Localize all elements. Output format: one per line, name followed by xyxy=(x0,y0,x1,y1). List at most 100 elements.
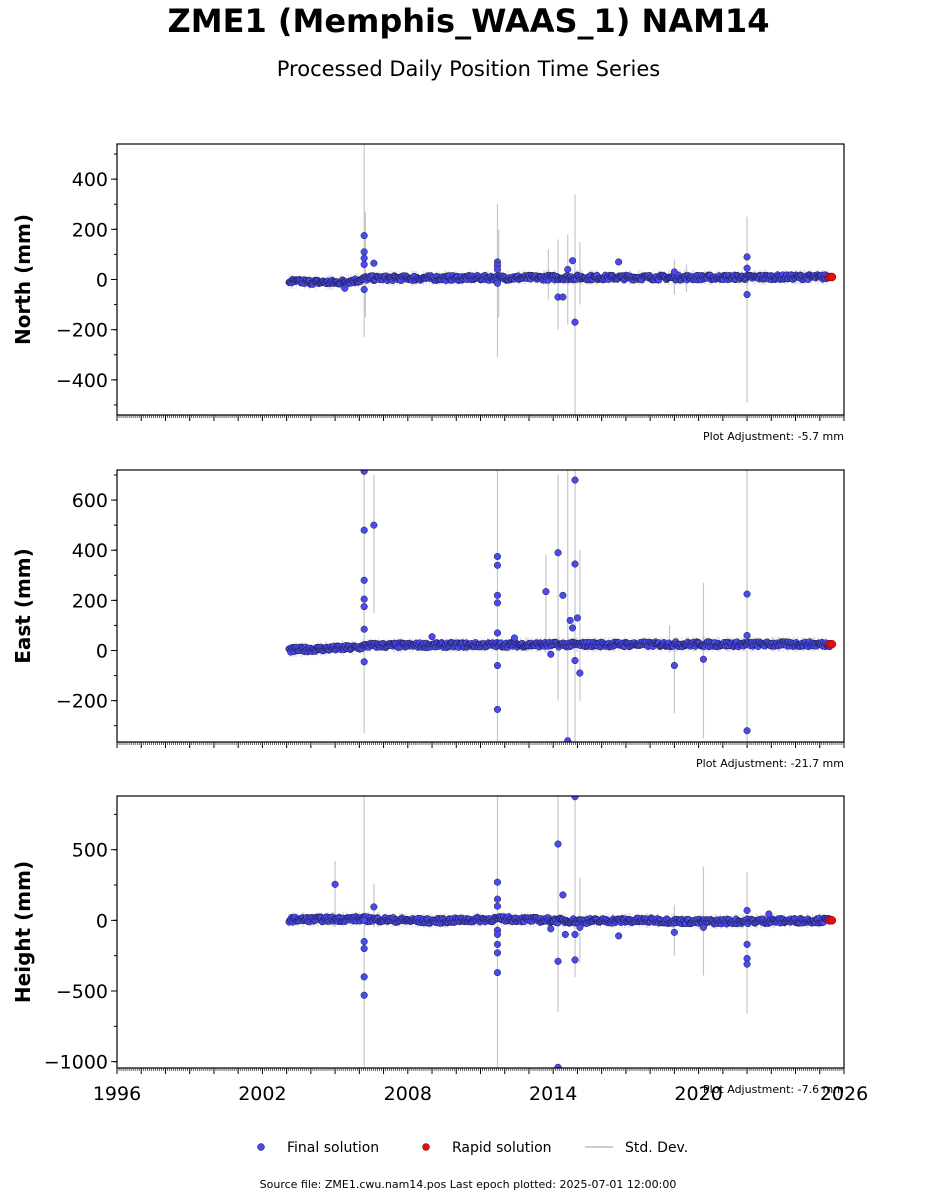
final-point xyxy=(743,264,751,272)
legend-rapid-label: Rapid solution xyxy=(452,1140,552,1156)
plot-adjustment-note: Plot Adjustment: -7.6 mm xyxy=(703,1083,844,1096)
plot-adjustment-note: Plot Adjustment: -21.7 mm xyxy=(696,757,844,770)
final-point xyxy=(360,658,368,666)
panel-2: −200 0 200 400 600 East (mm) Plot Adjustment: … xyxy=(11,469,845,770)
y-tick-label: 200 xyxy=(72,590,108,612)
final-point xyxy=(493,591,502,599)
final-point xyxy=(571,318,579,326)
final-point xyxy=(571,956,579,964)
y-tick-label: 400 xyxy=(72,540,108,562)
y-tick-label: 600 xyxy=(72,490,108,512)
y-tick-label: 0 xyxy=(96,910,108,932)
final-point xyxy=(510,634,518,642)
final-point xyxy=(360,973,368,981)
y-tick-label: −500 xyxy=(56,981,108,1003)
final-point xyxy=(370,903,378,911)
final-point xyxy=(360,937,368,946)
final-point xyxy=(559,591,567,599)
chart-subtitle: Processed Daily Position Time Series xyxy=(276,57,661,81)
final-point xyxy=(743,291,751,299)
final-point xyxy=(331,880,339,888)
final-point xyxy=(360,285,368,294)
y-tick-label: −1000 xyxy=(44,1052,108,1074)
final-point xyxy=(360,248,368,256)
legend: Final solution Rapid solution Std. Dev. xyxy=(257,1140,688,1156)
final-point xyxy=(547,650,555,658)
final-point xyxy=(699,923,707,931)
final-point xyxy=(559,891,567,899)
x-tick-label: 1996 xyxy=(93,1083,141,1105)
x-tick-label: 2014 xyxy=(529,1083,577,1105)
plot-area xyxy=(285,470,837,742)
final-point xyxy=(360,526,368,534)
final-point xyxy=(743,906,751,915)
final-point xyxy=(493,279,502,287)
final-point xyxy=(360,232,368,240)
final-point xyxy=(493,930,502,939)
final-point xyxy=(564,265,572,274)
final-point xyxy=(569,257,577,265)
x-tick-label: 2020 xyxy=(674,1083,722,1105)
rapid-point xyxy=(827,639,837,649)
final-point xyxy=(428,633,436,641)
final-point xyxy=(561,930,569,939)
plot-frame xyxy=(116,469,845,743)
panel-3: −1000 −500 0 500 Height (mm) Plot Adjustment:… xyxy=(11,795,868,1105)
final-point xyxy=(542,588,550,596)
final-point xyxy=(554,1063,562,1068)
rapid-point xyxy=(827,272,837,282)
final-point xyxy=(493,629,502,637)
final-point xyxy=(493,561,502,569)
final-point xyxy=(743,940,751,948)
y-tick-label: 200 xyxy=(72,219,108,241)
y-tick-label: 0 xyxy=(96,270,108,292)
final-point xyxy=(493,599,502,607)
final-point xyxy=(493,949,502,957)
final-point xyxy=(493,878,502,886)
legend-rapid-marker xyxy=(422,1143,430,1151)
final-point xyxy=(360,603,368,611)
final-point xyxy=(670,268,678,276)
plot-adjustment-note: Plot Adjustment: -5.7 mm xyxy=(703,430,844,443)
final-point xyxy=(743,253,751,261)
y-tick-label: 0 xyxy=(96,640,108,662)
x-tick-label: 2008 xyxy=(384,1083,432,1105)
legend-final-marker xyxy=(257,1143,265,1151)
final-point xyxy=(493,895,502,903)
final-point xyxy=(341,284,349,292)
rapid-point xyxy=(827,916,837,925)
final-point xyxy=(360,991,368,999)
final-point xyxy=(576,923,584,931)
final-point xyxy=(360,254,368,262)
final-point xyxy=(743,631,751,640)
plot-area xyxy=(285,796,837,1068)
y-tick-label: −200 xyxy=(56,320,108,342)
final-point xyxy=(493,661,502,670)
chart-title: ZME1 (Memphis_WAAS_1) NAM14 xyxy=(167,2,770,40)
final-point xyxy=(493,940,502,948)
final-point xyxy=(360,470,368,475)
final-point xyxy=(699,655,707,663)
final-point xyxy=(493,265,502,274)
y-tick-label: −400 xyxy=(56,370,108,392)
y-tick-label: 400 xyxy=(72,169,108,191)
final-point xyxy=(743,960,751,968)
y-axis-label: Height (mm) xyxy=(11,861,35,1003)
final-point xyxy=(493,902,502,910)
y-tick-label: 500 xyxy=(72,840,108,862)
plot-area xyxy=(285,144,837,415)
final-point xyxy=(547,925,555,933)
final-point xyxy=(765,910,773,918)
panel-1: −400 −200 0 200 400 North (mm) Plot Adjustment… xyxy=(11,143,845,443)
final-point xyxy=(360,260,368,268)
final-point xyxy=(576,669,584,677)
final-point xyxy=(566,616,574,624)
final-point xyxy=(670,928,678,936)
final-point xyxy=(569,624,577,632)
final-point xyxy=(370,521,378,529)
x-tick-label: 2026 xyxy=(820,1083,868,1105)
final-point xyxy=(571,560,579,568)
final-point xyxy=(743,727,751,735)
final-point xyxy=(360,916,368,924)
